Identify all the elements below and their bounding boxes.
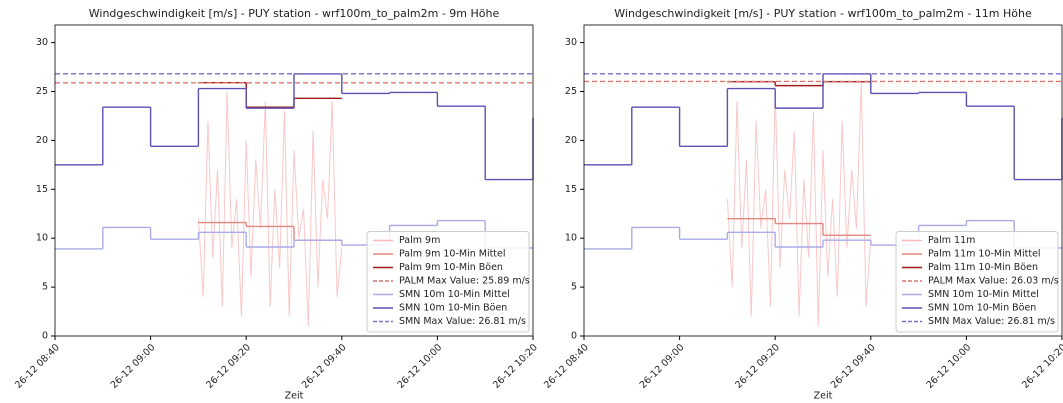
- chart-title: Windgeschwindigkeit [m/s] - PUY station …: [614, 7, 1032, 20]
- y-tick-label: 10: [565, 233, 577, 244]
- legend-label: PALM Max Value: 25.89 m/s: [399, 276, 530, 287]
- chart-title: Windgeschwindigkeit [m/s] - PUY station …: [89, 7, 500, 20]
- x-tick-label: 26-12 09:40: [829, 342, 878, 391]
- y-tick-label: 20: [36, 135, 48, 146]
- legend-label: SMN 10m 10-Min Mittel: [399, 289, 510, 300]
- y-tick-label: 15: [36, 184, 48, 195]
- y-tick-label: 30: [565, 37, 577, 48]
- legend-label: Palm 11m 10-Min Mittel: [928, 249, 1041, 260]
- series-line: [726, 81, 872, 327]
- y-tick-label: 10: [36, 233, 48, 244]
- plot-frame: [583, 24, 1063, 337]
- legend-label: Palm 11m 10-Min Böen: [928, 262, 1038, 273]
- legend-label: Palm 9m 10-Min Mittel: [399, 249, 506, 260]
- series-line: [197, 91, 343, 327]
- y-tick-label: 0: [571, 331, 577, 342]
- y-tick-label: 15: [565, 184, 577, 195]
- legend-label: Palm 9m: [399, 235, 440, 246]
- y-tick-label: 25: [36, 86, 48, 97]
- legend-label: SMN 10m 10-Min Böen: [399, 303, 507, 314]
- x-tick-label: 26-12 09:00: [109, 342, 158, 391]
- y-tick-label: 20: [565, 135, 577, 146]
- y-tick-label: 0: [42, 331, 48, 342]
- legend-label: SMN Max Value: 26.81 m/s: [399, 316, 526, 327]
- y-tick-label: 5: [571, 282, 577, 293]
- x-tick-label: 26-12 10:00: [924, 342, 973, 391]
- x-tick-label: 26-12 09:00: [638, 342, 687, 391]
- x-tick-label: 26-12 08:40: [13, 342, 62, 391]
- x-tick-label: 26-12 09:40: [300, 342, 349, 391]
- x-tick-label: 26-12 10:20: [491, 342, 540, 391]
- legend-label: PALM Max Value: 26.03 m/s: [928, 276, 1059, 287]
- legend-label: SMN 10m 10-Min Böen: [928, 303, 1036, 314]
- x-axis-label: Zeit: [814, 391, 833, 402]
- legend-label: SMN 10m 10-Min Mittel: [928, 289, 1039, 300]
- legend-box: [366, 231, 530, 333]
- legend-label: SMN Max Value: 26.81 m/s: [928, 316, 1055, 327]
- legend-box: [895, 231, 1059, 333]
- x-tick-label: 26-12 10:00: [395, 342, 444, 391]
- plot-frame: [54, 24, 534, 337]
- x-tick-label: 26-12 09:20: [733, 342, 782, 391]
- y-tick-label: 25: [565, 86, 577, 97]
- x-axis-label: Zeit: [285, 391, 304, 402]
- x-tick-label: 26-12 08:40: [542, 342, 591, 391]
- y-tick-label: 30: [36, 37, 48, 48]
- x-tick-label: 26-12 09:20: [204, 342, 253, 391]
- y-tick-label: 5: [42, 282, 48, 293]
- x-tick-label: 26-12 10:20: [1020, 342, 1063, 391]
- legend-label: Palm 11m: [928, 235, 975, 246]
- legend-label: Palm 9m 10-Min Böen: [399, 262, 503, 273]
